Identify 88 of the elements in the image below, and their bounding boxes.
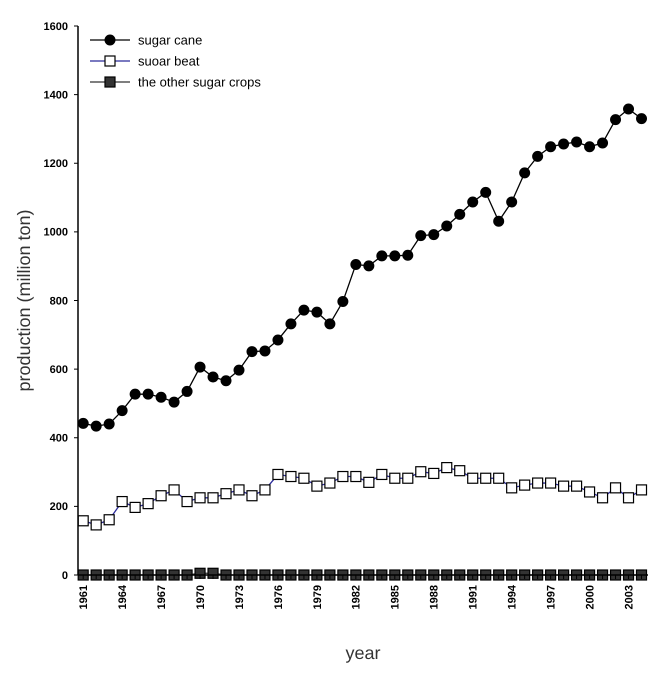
x-tick-label: 1982 — [350, 585, 363, 610]
point — [350, 258, 362, 270]
point — [402, 569, 414, 581]
y-tick-label: 400 — [50, 432, 68, 445]
point — [519, 167, 530, 178]
point — [493, 216, 504, 227]
y-axis-title: production (million ton) — [14, 209, 34, 392]
point — [636, 113, 648, 124]
x-tick-label: 1976 — [272, 585, 285, 610]
point — [272, 334, 284, 346]
point — [311, 306, 322, 318]
point — [545, 141, 556, 152]
point — [389, 569, 400, 581]
point — [246, 346, 258, 358]
point — [363, 260, 374, 272]
point — [182, 386, 193, 397]
point — [90, 569, 102, 581]
point — [454, 208, 466, 220]
point — [156, 392, 167, 403]
point — [376, 569, 388, 581]
y-tick-label: 0 — [62, 570, 68, 582]
x-tick-label: 1994 — [506, 584, 519, 610]
point — [104, 418, 115, 430]
point — [78, 418, 89, 429]
point — [519, 569, 530, 581]
x-tick-label: 1988 — [428, 585, 441, 610]
y-tick-label: 1600 — [44, 20, 68, 33]
point — [467, 196, 478, 208]
y-tick-label: 1200 — [44, 158, 68, 170]
point — [454, 569, 466, 581]
legend-label: the other sugar crops — [138, 74, 262, 90]
point — [234, 364, 244, 376]
x-tick-label: 1991 — [468, 585, 480, 610]
point — [415, 569, 426, 581]
legend-label: suoar beat — [138, 54, 200, 69]
point — [142, 388, 154, 400]
point — [441, 569, 452, 581]
point — [389, 250, 400, 262]
point — [337, 296, 348, 308]
point — [597, 138, 608, 149]
y-tick-label: 600 — [50, 364, 68, 376]
x-tick-label: 1967 — [156, 585, 168, 610]
point — [90, 420, 102, 432]
point — [363, 569, 374, 581]
x-tick-label: 2000 — [584, 585, 596, 610]
point — [428, 569, 440, 581]
point — [610, 114, 622, 126]
point — [480, 569, 492, 581]
y-tick-label: 200 — [50, 501, 68, 514]
point — [480, 186, 492, 198]
point — [532, 150, 544, 162]
point — [130, 388, 141, 400]
x-tick-label: 2003 — [623, 585, 636, 610]
x-tick-label: 1997 — [545, 585, 558, 610]
point — [623, 104, 634, 115]
point — [402, 250, 414, 261]
point — [376, 250, 388, 262]
legend-label: sugar cane — [138, 32, 202, 48]
point — [220, 375, 232, 386]
point — [558, 138, 570, 150]
point — [324, 318, 336, 330]
point — [584, 141, 596, 152]
x-tick-label: 1970 — [194, 585, 207, 610]
x-tick-label: 1964 — [116, 584, 129, 610]
point — [298, 304, 310, 316]
point — [428, 229, 440, 240]
point — [493, 569, 504, 581]
point — [506, 196, 518, 208]
point — [285, 318, 296, 330]
point — [441, 220, 452, 232]
x-tick-label: 1973 — [234, 585, 246, 610]
y-tick-label: 800 — [50, 295, 68, 308]
point — [208, 372, 219, 383]
point — [194, 362, 206, 373]
y-tick-label: 1000 — [44, 226, 68, 239]
point — [168, 396, 180, 408]
point — [259, 345, 270, 356]
point — [104, 569, 115, 581]
point — [571, 136, 582, 148]
y-tick-label: 1400 — [44, 89, 68, 102]
x-axis-title: year — [345, 643, 381, 663]
x-tick-label: 1979 — [312, 585, 324, 610]
point — [415, 230, 426, 242]
point — [506, 569, 518, 581]
x-tick-label: 1961 — [78, 585, 90, 610]
point — [116, 405, 128, 416]
x-tick-label: 1985 — [390, 585, 402, 610]
point — [467, 569, 478, 581]
